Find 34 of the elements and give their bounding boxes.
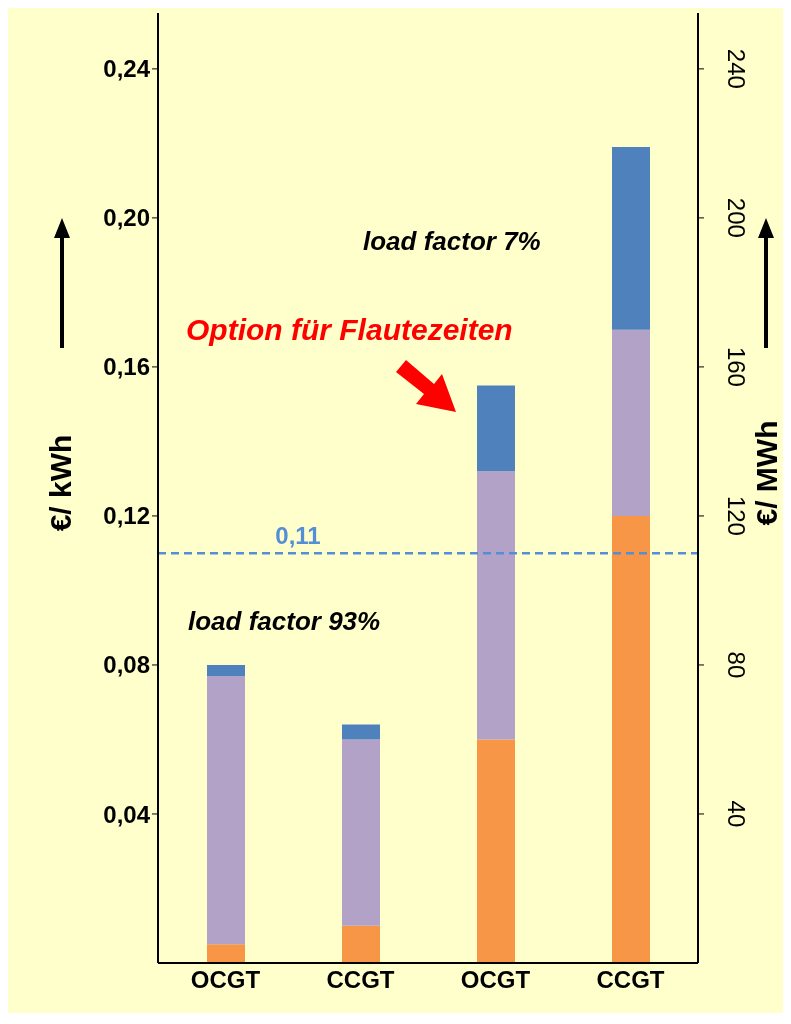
annotation: load factor 7% <box>363 226 541 257</box>
ref-line-label: 0,11 <box>275 521 321 549</box>
y2-tick-label: 80 <box>723 651 750 679</box>
bar <box>342 739 380 926</box>
y2-tick-label: 240 <box>723 48 750 89</box>
x-tick-label: CCGT <box>596 966 665 994</box>
y2-axis-title: €/ MWh <box>749 420 783 526</box>
y-tick-label: 0,24 <box>103 55 151 83</box>
y-tick-label: 0,08 <box>103 651 150 679</box>
bar <box>207 944 245 963</box>
bar <box>342 925 380 963</box>
bar <box>612 515 650 963</box>
bar <box>477 739 515 963</box>
x-tick-label: OCGT <box>460 966 531 994</box>
bar <box>342 724 380 740</box>
annotation: load factor 93% <box>188 606 381 637</box>
y-axis-title: €/ kWh <box>44 434 78 532</box>
bar <box>477 385 515 472</box>
y-tick-label: 0,12 <box>103 502 150 530</box>
bar <box>207 664 245 677</box>
x-tick-label: CCGT <box>326 966 395 994</box>
bar <box>612 147 650 330</box>
bar <box>477 471 515 740</box>
bar <box>612 329 650 516</box>
y2-tick-label: 200 <box>723 197 750 238</box>
y2-tick-label: 40 <box>723 800 750 828</box>
annotation: Option für Flautezeiten <box>186 313 513 347</box>
bar <box>207 676 245 945</box>
y2-tick-label: 120 <box>723 495 750 536</box>
y-tick-label: 0,20 <box>103 204 150 232</box>
y2-tick-label: 160 <box>723 346 750 387</box>
y-tick-label: 0,16 <box>103 353 150 381</box>
y-tick-label: 0,04 <box>103 800 151 828</box>
x-tick-label: OCGT <box>190 966 261 994</box>
